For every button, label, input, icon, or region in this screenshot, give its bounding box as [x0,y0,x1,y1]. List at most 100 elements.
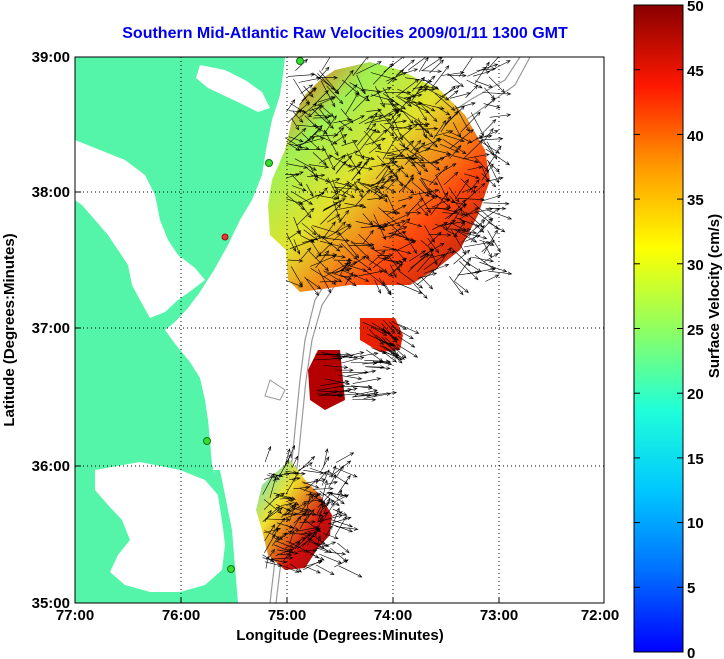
velocity-vector [486,159,500,173]
colorbar-tick-label: 30 [687,257,704,274]
velocity-vector [338,374,363,381]
velocity-vector [308,495,319,505]
velocity-vector [315,537,326,545]
velocity-vector [297,136,316,147]
velocity-vector [384,351,403,361]
velocity-vector [364,113,393,124]
velocity-vector [461,185,478,193]
velocity-vector [318,155,333,164]
velocity-vector [382,136,397,160]
velocity-vector [306,184,314,198]
x-tick-label: 74:00 [374,607,412,624]
velocity-vector [489,113,512,118]
colorbar-tick-label: 5 [687,580,695,597]
velocity-vector [321,479,328,503]
velocity-vector [341,356,365,364]
velocity-vector [360,224,388,228]
velocity-vector [332,507,340,525]
velocity-vector [318,511,328,522]
velocity-vector [366,112,378,132]
velocity-vector [356,61,382,75]
colorbar [633,4,684,653]
x-axis-label: Longitude (Degrees:Minutes) [236,627,444,644]
velocity-vector [434,85,456,105]
velocity-vector [400,109,414,125]
velocity-vector [456,230,478,243]
velocity-vector [306,278,322,290]
velocity-vector [462,153,490,160]
velocity-vector [286,232,297,252]
velocity-vector [472,70,491,77]
velocity-vector [315,194,339,201]
velocity-vector [333,466,358,478]
velocity-vector [327,177,340,200]
velocity-vector [290,190,314,205]
velocity-vector [455,217,480,228]
velocity-vector [483,201,510,206]
velocity-vector [294,158,317,171]
velocity-vector [368,250,386,266]
velocity-vector [293,239,300,255]
velocity-vector [264,561,283,567]
velocity-vector [408,250,427,262]
velocity-vector [371,326,388,336]
velocity-vector [337,542,350,554]
velocity-vector [264,524,276,542]
velocity-vector [352,397,377,402]
velocity-vector [479,261,508,273]
velocity-vector [453,256,472,282]
velocity-vector [418,153,441,171]
velocity-vector [443,171,459,185]
velocity-vector [481,163,494,181]
velocity-vector [350,255,367,268]
velocity-vector [309,251,329,272]
velocity-vector [464,173,480,179]
velocity-vector [482,194,502,202]
velocity-vector [431,206,459,214]
velocity-vector [323,129,339,157]
velocity-vector [334,368,354,372]
velocity-vector [409,197,424,213]
velocity-vector [317,96,336,103]
velocity-vector [337,260,350,272]
velocity-vector [418,87,436,92]
velocity-vector [287,499,300,506]
velocity-vector [375,334,396,352]
velocity-vector [410,188,440,196]
velocity-vector [296,207,315,226]
velocity-vector [417,204,429,217]
velocity-vector [372,62,394,85]
velocity-vector [486,141,498,160]
velocity-vector [382,246,412,255]
velocity-vector [287,541,310,553]
y-tick-label: 38:00 [32,184,70,201]
velocity-vector [321,502,335,524]
velocity-vector [405,147,431,159]
velocity-vector [414,101,427,122]
velocity-vector [386,72,408,82]
velocity-vector [342,351,365,358]
velocity-vector [388,226,408,235]
velocity-vector [295,58,308,71]
velocity-vector [286,163,309,169]
velocity-vector [289,530,295,545]
velocity-vector [457,270,480,276]
velocity-vector [487,60,511,73]
velocity-vector [484,118,497,132]
velocity-vector [291,117,300,131]
velocity-vector [326,271,353,280]
velocity-vector [455,105,470,133]
velocity-vector [333,118,352,124]
velocity-vector [347,369,377,377]
velocity-vector [387,69,404,85]
plot-frame [74,56,605,604]
velocity-vector [421,69,443,74]
velocity-vector [295,137,325,146]
velocity-vector [481,172,497,188]
velocity-vector [420,177,439,185]
velocity-vector [309,255,337,267]
velocity-vector [350,242,375,247]
velocity-vector [320,203,342,225]
velocity-vector [397,88,416,98]
velocity-vector [370,247,390,260]
